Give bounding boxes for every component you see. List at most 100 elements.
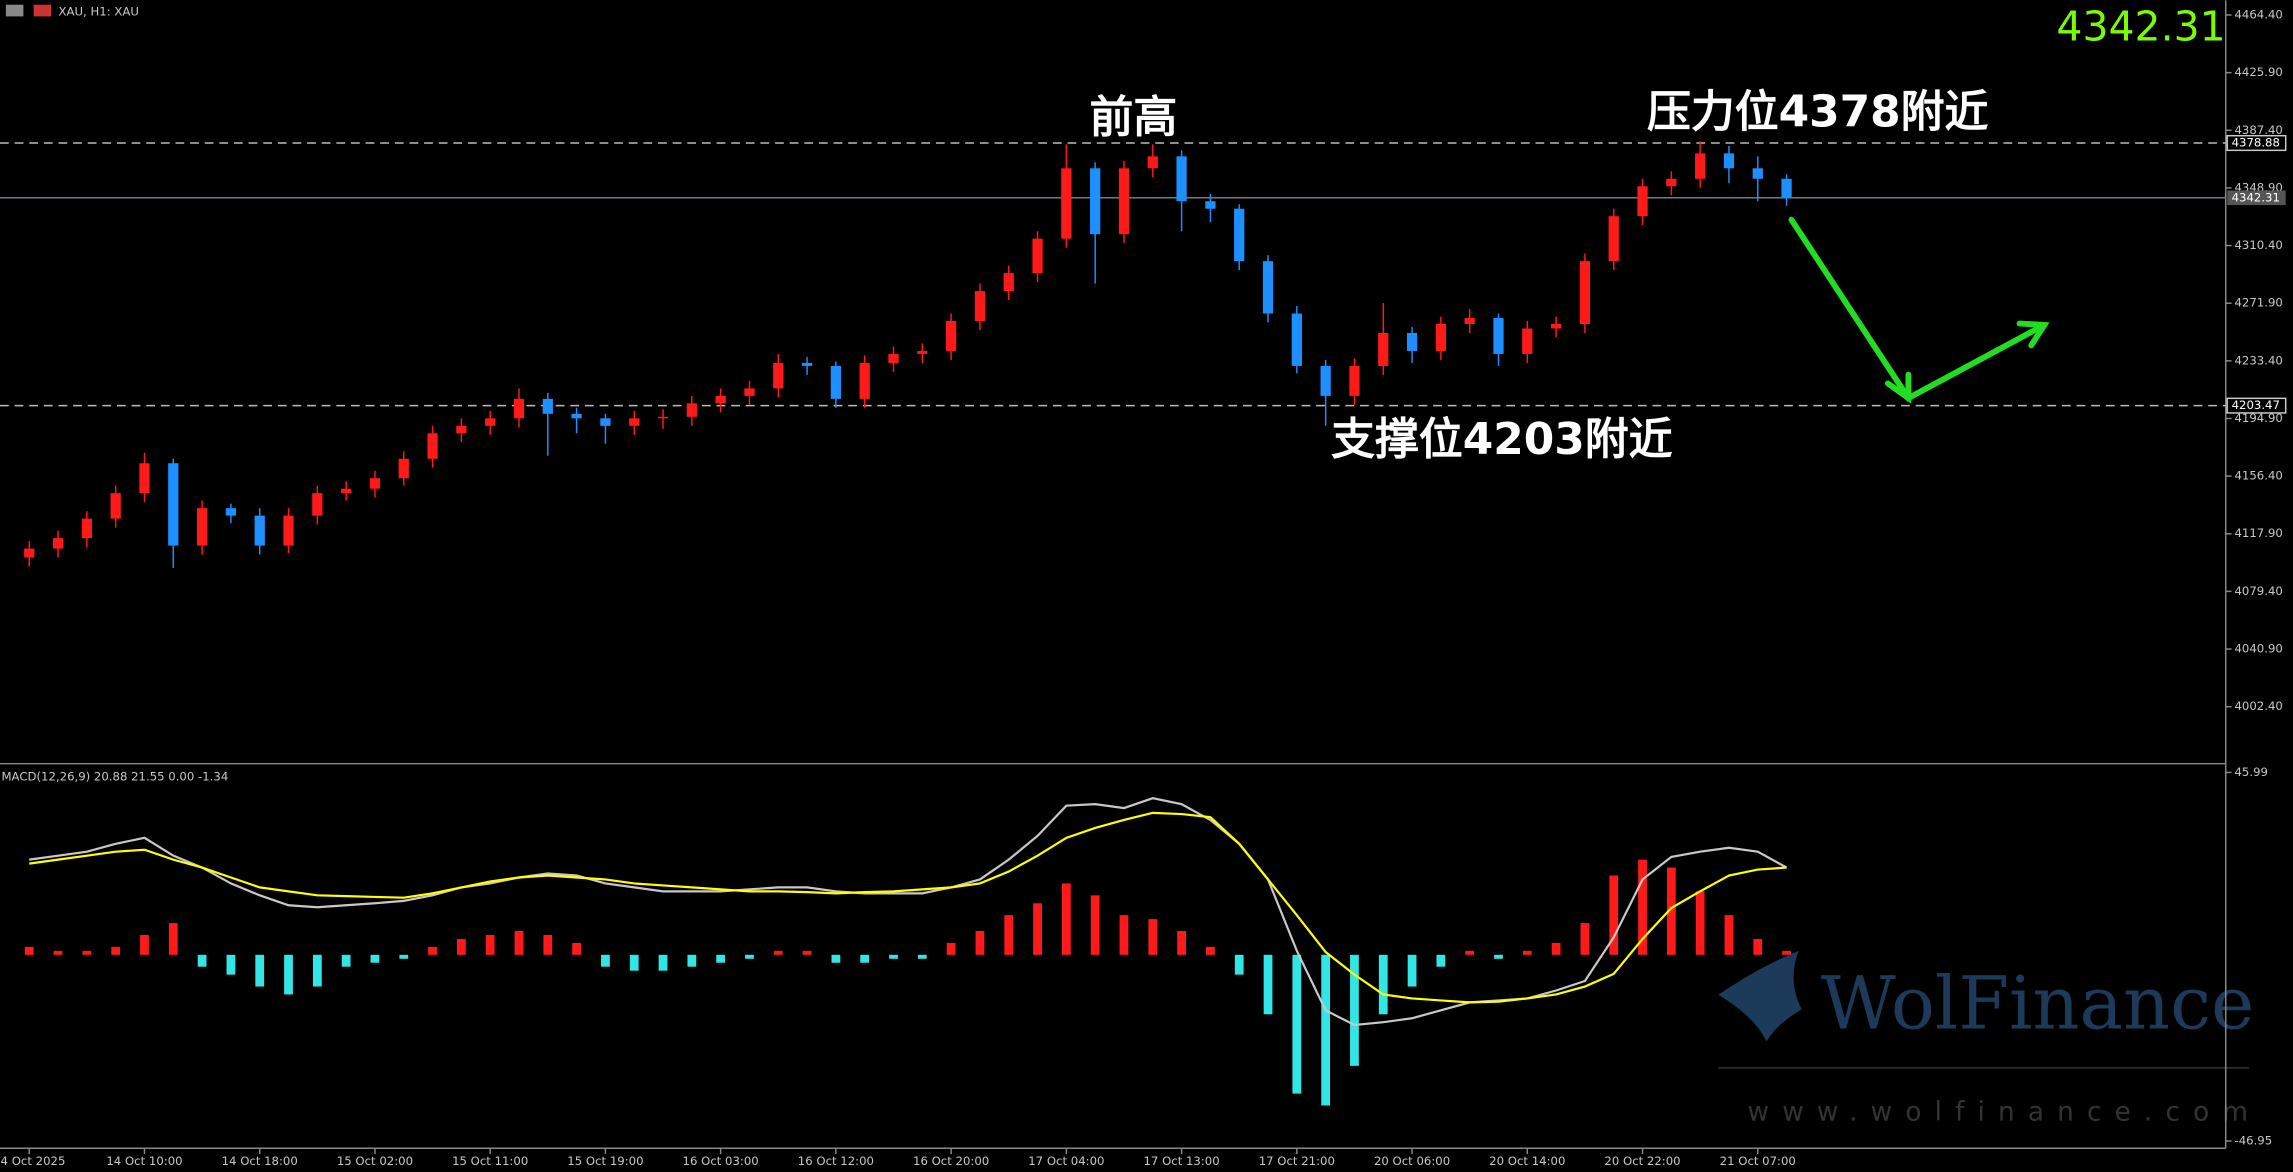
candle-body bbox=[1752, 168, 1763, 179]
histogram-bar bbox=[1522, 950, 1532, 955]
candle-body bbox=[1637, 186, 1648, 217]
histogram-bar bbox=[1551, 942, 1561, 955]
histogram-bar bbox=[1580, 923, 1590, 955]
y-tick-label: 4310.40 bbox=[2235, 238, 2283, 252]
histogram-bar bbox=[1638, 859, 1647, 955]
candle-body bbox=[283, 515, 294, 546]
candle-body bbox=[1435, 324, 1446, 351]
histogram-bar bbox=[889, 954, 898, 959]
y-tick-label: 4040.90 bbox=[2235, 642, 2283, 656]
candle-body bbox=[1061, 168, 1072, 239]
candle-body bbox=[1464, 318, 1475, 325]
histogram-bar bbox=[1724, 915, 1734, 955]
candle-body bbox=[24, 548, 35, 558]
arrow-head bbox=[1884, 371, 1912, 404]
y-tick-label: 4271.90 bbox=[2235, 296, 2283, 310]
histogram-bar bbox=[1782, 950, 1791, 955]
histogram-bar bbox=[1119, 915, 1129, 955]
candle-body bbox=[312, 493, 323, 516]
plot: 4464.404425.904387.404348.904310.404271.… bbox=[0, 7, 2287, 1168]
candle-body bbox=[946, 321, 957, 351]
candle-body bbox=[52, 538, 64, 549]
histogram-bar bbox=[1177, 931, 1186, 955]
candle-body bbox=[1291, 313, 1302, 366]
histogram-bar bbox=[629, 954, 639, 971]
candle-body bbox=[1118, 168, 1130, 235]
candle-body bbox=[225, 508, 237, 516]
histogram-bar bbox=[399, 954, 409, 959]
symbol: XAU, H1: XAU bbox=[58, 5, 138, 19]
candle-body bbox=[1695, 153, 1706, 179]
icon bbox=[33, 4, 52, 17]
histogram-bar bbox=[1350, 954, 1359, 1066]
y-tick-label: 4425.90 bbox=[2235, 65, 2283, 79]
histogram-bar bbox=[1090, 895, 1100, 955]
candle-body bbox=[888, 353, 899, 363]
histogram-bar bbox=[745, 954, 754, 959]
x-tick-label: 20 Oct 22:00 bbox=[1604, 1154, 1680, 1168]
histogram-bar bbox=[1061, 883, 1071, 955]
arrow-head bbox=[2016, 320, 2050, 349]
level-tag bbox=[2226, 134, 2287, 152]
forecast-arrow bbox=[1788, 216, 2050, 404]
histogram-bar bbox=[111, 946, 121, 955]
y-tick-label: 4387.40 bbox=[2235, 123, 2283, 137]
candle-body bbox=[341, 488, 352, 494]
histogram-bar bbox=[658, 954, 668, 971]
watermark-url: www.wolfinance.com bbox=[1748, 1098, 2262, 1128]
y-tick-label: 4233.40 bbox=[2235, 353, 2283, 367]
header: XAU, H1: XAU bbox=[5, 4, 139, 19]
candle-body bbox=[830, 365, 842, 399]
candle-body bbox=[1234, 208, 1245, 262]
y-tick-label: 4079.40 bbox=[2235, 584, 2283, 598]
candle-body bbox=[427, 433, 438, 459]
candle-body bbox=[1723, 153, 1735, 169]
candle-body bbox=[254, 515, 265, 546]
y-tick-label: -46.95 bbox=[2235, 1133, 2273, 1147]
candle-body bbox=[1349, 365, 1360, 396]
level-label: 4203.47 bbox=[2232, 398, 2280, 412]
histogram-bar bbox=[1206, 946, 1215, 955]
candle-body bbox=[1147, 156, 1158, 169]
histogram-bar bbox=[1004, 915, 1014, 955]
candle-body bbox=[1493, 318, 1504, 354]
candle-body bbox=[1032, 238, 1043, 274]
histogram-bar bbox=[1407, 954, 1417, 987]
histogram-bar bbox=[1753, 938, 1763, 955]
macd-title: MACD(12,26,9) 20.88 21.55 0.00 -1.34 bbox=[1, 769, 228, 783]
x-tick-label: 15 Oct 02:00 bbox=[337, 1154, 413, 1168]
candle-body bbox=[1205, 201, 1216, 209]
candle-body bbox=[859, 362, 870, 399]
annotation: 支撑位4203附近 bbox=[1331, 414, 1673, 465]
histogram-bar bbox=[601, 954, 610, 967]
histogram-bar bbox=[428, 946, 437, 955]
candle-body bbox=[1262, 261, 1274, 314]
histogram-bar bbox=[82, 950, 92, 955]
histogram-bar bbox=[140, 934, 149, 955]
histogram-bar bbox=[1292, 954, 1302, 1094]
x-tick-label: 16 Oct 20:00 bbox=[913, 1154, 989, 1168]
x-tick-label: 14 Oct 2025 bbox=[0, 1154, 65, 1168]
histogram-bar bbox=[370, 954, 380, 963]
x-tick-label: 21 Oct 07:00 bbox=[1720, 1154, 1796, 1168]
candle-body bbox=[485, 418, 496, 426]
x-tick-label: 16 Oct 12:00 bbox=[798, 1154, 874, 1168]
histogram-bar bbox=[773, 950, 783, 955]
histogram-bar bbox=[197, 954, 207, 967]
y-tick-label: 4117.90 bbox=[2235, 526, 2283, 540]
histogram-bar bbox=[716, 954, 726, 963]
histogram-bar bbox=[1695, 891, 1705, 955]
histogram-bar bbox=[831, 954, 841, 963]
annotation: 压力位4378附近 bbox=[1647, 86, 1989, 137]
histogram-bar bbox=[1465, 950, 1475, 955]
histogram-bar bbox=[1148, 919, 1158, 955]
histogram-bar bbox=[802, 950, 812, 955]
candle-body bbox=[686, 403, 697, 417]
candle-body bbox=[369, 478, 381, 489]
x-tick-label: 20 Oct 06:00 bbox=[1374, 1154, 1450, 1168]
histogram-bar bbox=[946, 942, 956, 955]
y-tick-label: 45.99 bbox=[2235, 765, 2268, 779]
candle-body bbox=[110, 493, 121, 519]
watermark-name: WolFinance bbox=[1821, 961, 2255, 1046]
